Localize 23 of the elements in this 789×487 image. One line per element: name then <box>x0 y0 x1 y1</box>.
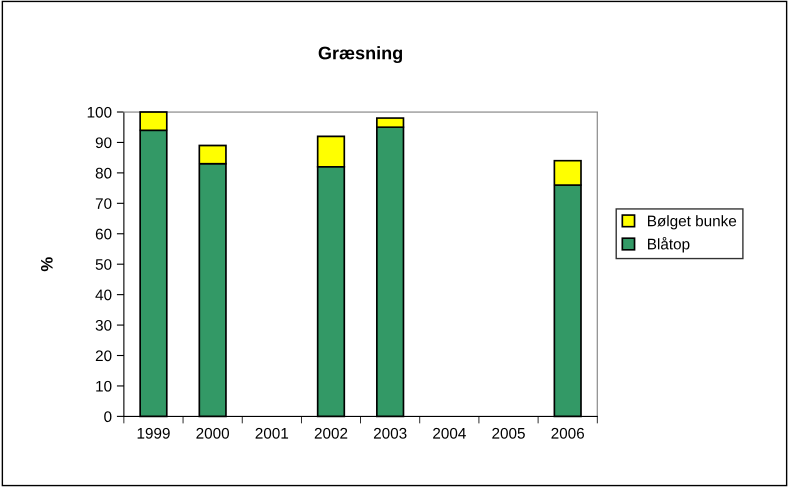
y-tick-label: 30 <box>96 320 112 331</box>
y-tick-label: 20 <box>96 350 112 362</box>
legend-label: Blåtop <box>648 237 690 252</box>
y-tick-label: 50 <box>96 259 112 270</box>
y-tick-label: 80 <box>96 168 112 179</box>
x-tick-label: 2002 <box>314 428 348 439</box>
x-tick-label: 2004 <box>433 428 466 439</box>
x-tick-label: 1999 <box>138 428 170 439</box>
y-tick-label: 40 <box>95 290 112 300</box>
x-tick-label: 2003 <box>374 428 406 439</box>
y-tick-label: 0 <box>104 411 112 422</box>
x-tick-label: 2000 <box>196 428 230 439</box>
y-tick-label: 70 <box>96 198 112 210</box>
x-tick-label: 2006 <box>551 428 584 439</box>
chart-title: Græsning <box>318 46 402 64</box>
y-tick-label: 90 <box>96 137 112 148</box>
y-tick-label: 10 <box>96 380 112 392</box>
y-axis-title: % <box>40 257 53 272</box>
x-tick-label: 2005 <box>492 428 525 439</box>
x-tick-label: 2001 <box>256 428 288 439</box>
y-tick-label: 60 <box>96 228 112 240</box>
y-tick-label: 100 <box>88 106 112 118</box>
legend-label: Bølget bunke <box>648 215 736 230</box>
